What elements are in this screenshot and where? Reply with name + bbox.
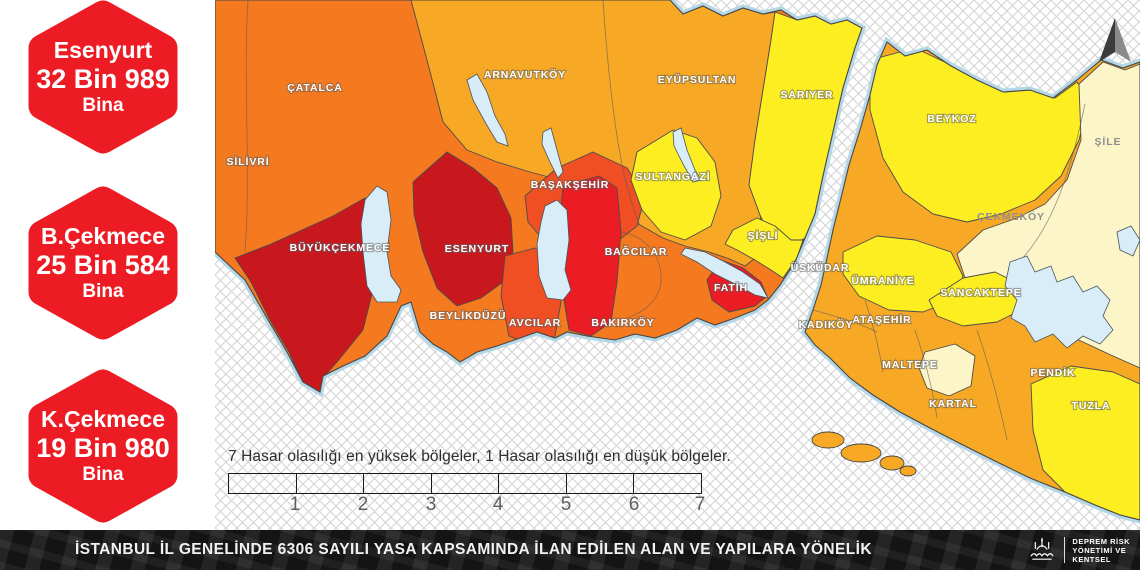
legend-tick: 5: [560, 494, 572, 515]
label-sariyer: SARIYER: [781, 89, 834, 101]
border-kartal-pendik: [976, 329, 1008, 441]
risk-legend: 7 Hasar olasılığı en yüksek bölgeler, 1 …: [228, 448, 733, 518]
org-line-2: YÖNETİMİ VE: [1072, 545, 1127, 555]
badge-esenyurt: Esenyurt 32 Bin 989 Bina: [28, 0, 178, 157]
legend-tick: 4: [492, 494, 504, 515]
asia-coastline: [804, 41, 1140, 521]
badge-count: 19 Bin 980: [36, 432, 170, 463]
legend-cell-5: [499, 474, 567, 493]
label-tuzla: TUZLA: [1072, 400, 1111, 412]
hexagon-shape: [28, 186, 178, 340]
border-arnavutkoy-eyupsultan: [602, 0, 641, 226]
label-basaksehir: BAŞAKŞEHİR: [531, 178, 609, 191]
legend-cell-2: [297, 474, 365, 493]
border-beykoz-sile: [1010, 103, 1086, 271]
org-line-1: DEPREM RİSK: [1072, 536, 1130, 546]
label-arnavutkoy: ARNAVUTKÖY: [484, 68, 566, 81]
label-sile: ŞİLE: [1095, 135, 1122, 148]
footer-divider: [1064, 537, 1066, 563]
golden-horn: [680, 247, 769, 299]
footer-headline: İSTANBUL İL GENELİNDE 6306 SAYILI YASA K…: [75, 541, 872, 558]
legend-cell-1: [229, 474, 297, 493]
legend-cell-4: [432, 474, 500, 493]
label-sancaktepe: SANCAKTEPE: [940, 287, 1021, 299]
lake-buyukcekmece: [360, 185, 402, 303]
ibb-logo-icon: [1030, 537, 1054, 560]
badge-district-name: K.Çekmece: [40, 405, 166, 432]
istanbul-risk-map: SİLİVRİ ÇATALCA ARNAVUTKÖY EYÜPSULTAN SA…: [215, 0, 1140, 570]
border-maltepe-kartal: [914, 329, 938, 419]
reservoir-darlik: [1116, 225, 1140, 257]
district-sultanbeyli: [918, 343, 976, 397]
org-text: DEPREM RİSK YÖNETİMİ VE KENTSEL: [1072, 537, 1134, 564]
badge-count: 32 Bin 989: [36, 63, 170, 94]
europe-coastline: [215, 0, 863, 393]
label-sisli: ŞİŞLİ: [748, 229, 779, 242]
border-silivri-catalca: [244, 0, 249, 253]
border-uskudar-kadikoy: [812, 309, 878, 333]
map-canvas: SİLİVRİ ÇATALCA ARNAVUTKÖY EYÜPSULTAN SA…: [215, 0, 1140, 570]
org-line-3: KENTSEL: [1072, 554, 1111, 564]
badge-district-name: B.Çekmece: [40, 222, 166, 249]
border-bagcilar: [620, 231, 662, 319]
footer-bar: İSTANBUL İL GENELİNDE 6306 SAYILI YASA K…: [0, 530, 1140, 570]
border-kadikoy-maltepe: [864, 299, 884, 373]
district-sultangazi: [630, 129, 722, 241]
label-avcilar: AVCILAR: [509, 317, 561, 329]
legend-ticks: 1 2 3 4 5 6 7: [228, 494, 706, 518]
legend-tick: 6: [628, 494, 640, 515]
label-kartal: KARTAL: [929, 398, 977, 410]
reservoir-sazlidere: [541, 127, 564, 179]
label-beylikduzu: BEYLİKDÜZÜ: [430, 309, 507, 322]
legend-tick: 7: [694, 494, 706, 515]
label-sultangazi: SULTANGAZİ: [635, 170, 710, 183]
badge-kcekmece: K.Çekmece 19 Bin 980 Bina: [28, 366, 178, 526]
badge-unit: Bina: [82, 463, 124, 485]
label-buyukcekmece: BÜYÜKÇEKMECE: [290, 241, 391, 254]
label-atasehir: ATAŞEHİR: [852, 313, 911, 326]
legend-tick: 3: [425, 494, 437, 515]
badge-panel: Esenyurt 32 Bin 989 Bina B.Çekmece 25 Bi…: [0, 0, 215, 530]
label-bagcilar: BAĞCILAR: [605, 245, 668, 258]
label-bakirkoy: BAKIRKÖY: [591, 316, 654, 329]
reservoir-alibeykoy: [672, 127, 702, 183]
label-catalca: ÇATALCA: [287, 82, 342, 94]
label-umraniye: ÜMRANİYE: [851, 274, 914, 287]
label-beykoz: BEYKOZ: [927, 113, 976, 125]
label-fatih: FATİH: [714, 281, 748, 294]
hexagon-shape: [28, 0, 178, 154]
badge-count: 25 Bin 584: [36, 249, 170, 280]
legend-tick: 2: [357, 494, 369, 515]
label-maltepe: MALTEPE: [882, 359, 938, 371]
badge-bcekmece: B.Çekmece 25 Bin 584 Bina: [28, 183, 178, 343]
label-esenyurt: ESENYURT: [445, 243, 509, 255]
legend-cell-7: [634, 474, 701, 493]
reservoir-omerli: [1004, 255, 1114, 349]
district-sisli: [724, 217, 804, 279]
north-arrow-icon: [1099, 18, 1131, 62]
legend-cell-3: [364, 474, 432, 493]
label-eyupsultan: EYÜPSULTAN: [658, 73, 737, 86]
badge-district-name: Esenyurt: [53, 36, 153, 63]
label-cekmekoy: ÇEKMEKÖY: [977, 210, 1045, 223]
district-labels: SİLİVRİ ÇATALCA ARNAVUTKÖY EYÜPSULTAN SA…: [225, 67, 1122, 413]
lake-terkos: [466, 73, 509, 147]
footer-branding: DEPREM RİSK YÖNETİMİ VE KENTSEL: [1027, 535, 1134, 565]
badge-unit: Bina: [82, 94, 124, 116]
princes-islands: [811, 431, 917, 477]
hexagon-shape: [28, 369, 178, 523]
legend-color-bar: [228, 473, 702, 494]
label-pendik: PENDİK: [1030, 366, 1075, 379]
label-silivri: SİLİVRİ: [226, 155, 269, 168]
lake-kucukcekmece: [536, 199, 572, 301]
legend-caption: 7 Hasar olasılığı en yüksek bölgeler, 1 …: [228, 448, 731, 465]
legend-tick: 1: [289, 494, 301, 515]
label-uskudar: ÜSKÜDAR: [791, 261, 850, 274]
badge-unit: Bina: [82, 280, 124, 302]
legend-cell-6: [567, 474, 635, 493]
label-kadikoy: KADIKÖY: [799, 318, 854, 331]
